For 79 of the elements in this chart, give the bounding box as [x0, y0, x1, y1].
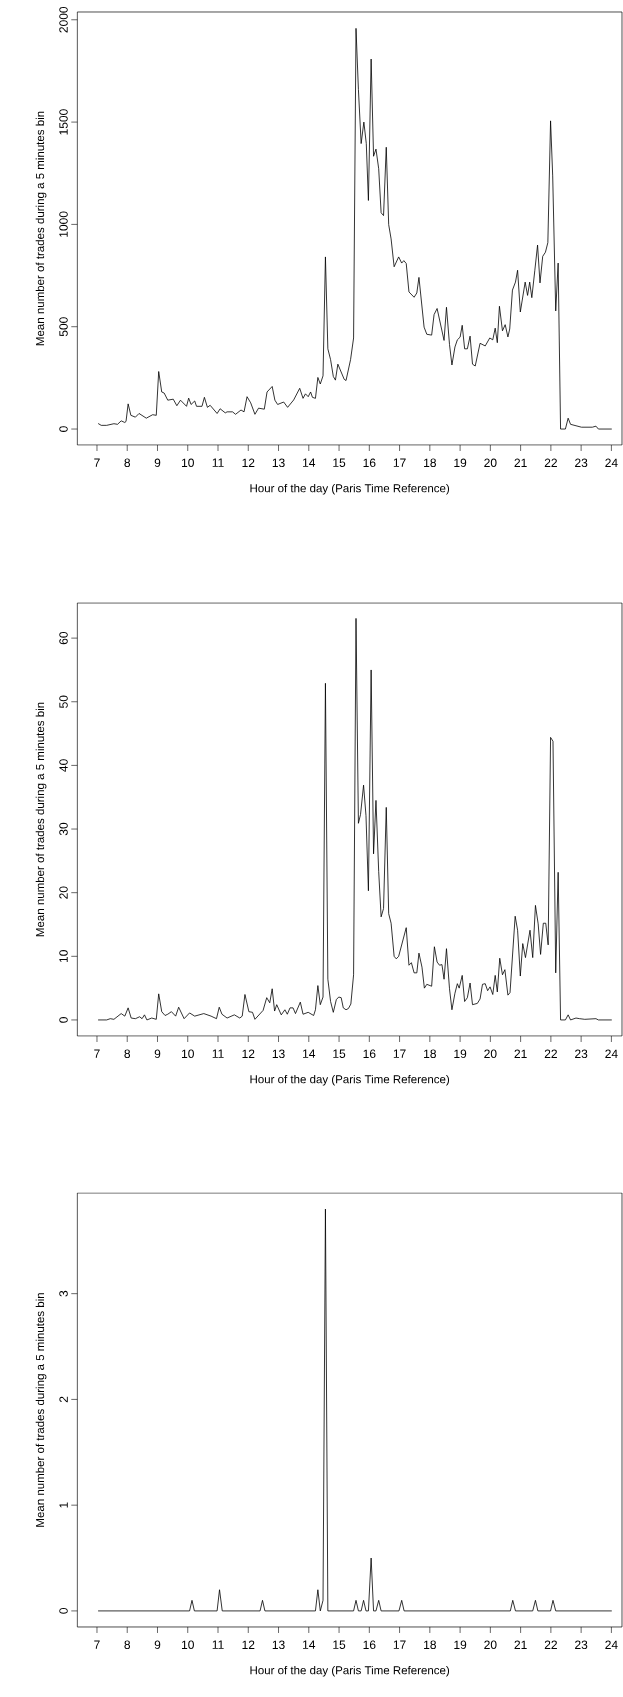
y-axis-title: Mean number of trades during a 5 minutes bin [35, 111, 47, 346]
x-tick-label: 7 [94, 1049, 100, 1058]
y-axis-title: Mean number of trades during a 5 minutes bin [35, 702, 47, 937]
x-tick-label: 23 [575, 1640, 588, 1650]
line-series [98, 1208, 612, 1612]
x-tick-label: 18 [424, 1640, 436, 1650]
x-tick-label: 24 [605, 458, 618, 467]
y-tick-label: 2000 [59, 6, 68, 33]
x-tick-label: 16 [363, 1640, 376, 1650]
x-tick-label: 20 [484, 458, 497, 468]
x-tick-label: 15 [333, 1049, 346, 1058]
x-tick-label: 8 [124, 1049, 131, 1059]
x-tick-label: 12 [242, 458, 255, 467]
x-tick-label: 11 [212, 1640, 224, 1649]
x-tick-label: 11 [212, 458, 224, 467]
x-tick-label: 22 [544, 458, 557, 467]
x-tick-label: 14 [303, 1640, 316, 1649]
x-axis-title: Hour of the day (Paris Time Reference) [250, 483, 450, 495]
x-tick-label: 13 [272, 1049, 285, 1059]
x-tick-label: 19 [454, 1049, 467, 1059]
x-axis-title: Hour of the day (Paris Time Reference) [250, 1074, 450, 1086]
x-tick-label: 23 [575, 458, 588, 468]
x-tick-label: 10 [181, 1049, 194, 1059]
x-tick-label: 17 [393, 1049, 406, 1058]
x-tick-label: 21 [514, 1640, 527, 1649]
x-tick-label: 9 [154, 1049, 161, 1059]
x-tick-label: 12 [242, 1640, 255, 1649]
y-tick-label: 40 [59, 759, 68, 772]
x-tick-label: 23 [575, 1049, 588, 1059]
x-tick-label: 17 [393, 1640, 406, 1649]
y-tick-label: 1000 [59, 211, 68, 237]
x-tick-label: 7 [94, 458, 100, 467]
x-tick-label: 19 [454, 1640, 467, 1650]
x-tick-label: 10 [181, 458, 194, 468]
x-tick-label: 15 [333, 458, 346, 467]
x-tick-label: 7 [94, 1640, 100, 1649]
y-tick-label: 30 [59, 822, 68, 836]
y-tick-label: 50 [59, 695, 68, 708]
x-tick-label: 19 [454, 458, 467, 468]
y-tick-label: 3 [59, 1290, 68, 1297]
x-tick-label: 22 [544, 1049, 557, 1058]
x-tick-label: 9 [154, 458, 161, 468]
y-tick-label: 0 [59, 1017, 68, 1023]
x-tick-label: 21 [514, 458, 527, 467]
y-tick-label: 1 [59, 1502, 68, 1508]
x-tick-label: 16 [363, 1049, 376, 1059]
x-tick-label: 8 [124, 1640, 131, 1650]
x-tick-label: 8 [124, 458, 131, 468]
x-tick-label: 14 [303, 1049, 316, 1058]
x-tick-label: 10 [181, 1640, 194, 1650]
x-tick-label: 20 [484, 1640, 497, 1650]
x-tick-label: 12 [242, 1049, 255, 1058]
line-series [98, 27, 612, 430]
y-tick-label: 0 [59, 426, 68, 432]
x-tick-label: 24 [605, 1640, 618, 1649]
y-axis-title: Mean number of trades during a 5 minutes bin [35, 1293, 47, 1527]
x-tick-label: 11 [212, 1049, 224, 1058]
x-tick-label: 13 [272, 458, 285, 468]
line-series [98, 618, 612, 1021]
y-tick-label: 0 [59, 1608, 68, 1614]
x-axis-title: Hour of the day (Paris Time Reference) [250, 1665, 450, 1677]
x-tick-label: 17 [393, 458, 406, 467]
y-tick-label: 500 [59, 317, 68, 337]
y-tick-label: 10 [59, 950, 68, 963]
x-tick-label: 16 [363, 458, 376, 468]
x-tick-label: 18 [424, 458, 436, 468]
y-tick-label: 2 [59, 1396, 68, 1403]
y-tick-label: 20 [59, 886, 68, 899]
x-tick-label: 20 [484, 1049, 497, 1059]
x-tick-label: 14 [303, 458, 316, 467]
y-tick-label: 60 [59, 631, 68, 645]
x-tick-label: 13 [272, 1640, 285, 1650]
x-tick-label: 18 [424, 1049, 436, 1059]
x-tick-label: 21 [514, 1049, 527, 1058]
x-tick-label: 15 [333, 1640, 346, 1649]
x-tick-label: 24 [605, 1049, 618, 1058]
x-tick-label: 22 [544, 1640, 557, 1649]
y-tick-label: 1500 [59, 109, 68, 135]
x-tick-label: 9 [154, 1640, 161, 1650]
